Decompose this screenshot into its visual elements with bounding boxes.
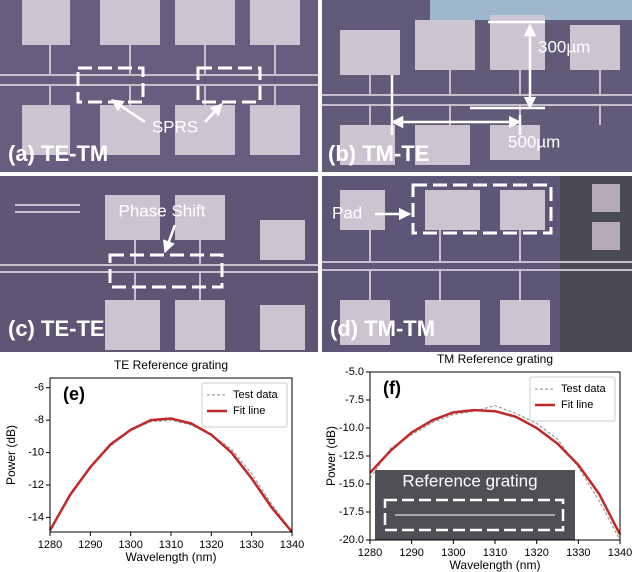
x-tick-label: 1290: [399, 547, 423, 559]
panel-label: (c) TE-TE: [8, 316, 105, 341]
y-tick-label: -6: [34, 382, 44, 394]
y-tick-label: -10: [28, 446, 44, 458]
annotation: 500µm: [508, 132, 560, 151]
x-tick-label: 1320: [524, 547, 548, 559]
y-tick-label: -14: [28, 511, 44, 523]
chart-title: TE Reference grating: [114, 358, 228, 372]
annotation: 300µm: [538, 37, 590, 56]
legend-label: Fit line: [233, 405, 265, 417]
legend-label: Test data: [561, 383, 607, 395]
x-tick-label: 1280: [38, 539, 62, 551]
y-tick-label: -17.5: [339, 506, 364, 518]
annotation: Pad: [332, 203, 362, 222]
legend-label: Test data: [233, 389, 279, 401]
x-tick-label: 1300: [118, 539, 142, 551]
panel-label: (a) TE-TM: [8, 141, 108, 166]
x-tick-label: 1310: [483, 547, 507, 559]
panel-label: (d) TM-TM: [330, 316, 435, 341]
y-axis-label: Power (dB): [4, 425, 18, 485]
y-axis-label: Power (dB): [324, 426, 338, 486]
panel-letter: (f): [383, 378, 401, 398]
micrograph-a: SPRS (a) TE-TM: [0, 0, 318, 172]
panel-label: (b) TM-TE: [328, 141, 429, 166]
x-tick-label: 1320: [199, 539, 223, 551]
y-tick-label: -7.5: [345, 394, 364, 406]
x-tick-label: 1330: [566, 547, 590, 559]
x-tick-label: 1330: [239, 539, 263, 551]
x-tick-label: 1340: [280, 539, 304, 551]
micrograph-c: Phase Shift (c) TE-TE: [0, 176, 318, 352]
y-tick-label: -10.0: [339, 422, 364, 434]
legend-label: Fit line: [561, 399, 593, 411]
x-tick-label: 1300: [441, 547, 465, 559]
y-tick-label: -8: [34, 414, 44, 426]
y-tick-label: -12.5: [339, 450, 364, 462]
figure: SPRS (a) TE-TM 300µm 500µm (b) TM-TE Pha…: [0, 0, 632, 572]
micrograph-b: 300µm 500µm (b) TM-TE: [322, 0, 632, 172]
y-tick-label: -5.0: [345, 366, 364, 378]
annotation: Phase Shift: [119, 201, 206, 220]
annotation: SPRS: [152, 117, 198, 136]
x-tick-label: 1310: [159, 539, 183, 551]
y-tick-label: -15.0: [339, 478, 364, 490]
chart-title: TM Reference grating: [437, 352, 553, 366]
series-line: [50, 419, 292, 532]
micrograph-d: Pad (d) TM-TM: [322, 176, 632, 352]
panel-letter: (e): [63, 384, 85, 404]
x-axis-label: Wavelength (nm): [126, 550, 217, 564]
x-tick-label: 1340: [608, 547, 632, 559]
y-tick-label: -20.0: [339, 534, 364, 546]
inset-label: Reference grating: [402, 471, 537, 490]
x-tick-label: 1290: [78, 539, 102, 551]
x-tick-label: 1280: [358, 547, 382, 559]
series-line: [50, 420, 292, 532]
y-tick-label: -12: [28, 479, 44, 491]
x-axis-label: Wavelength (nm): [450, 558, 541, 572]
